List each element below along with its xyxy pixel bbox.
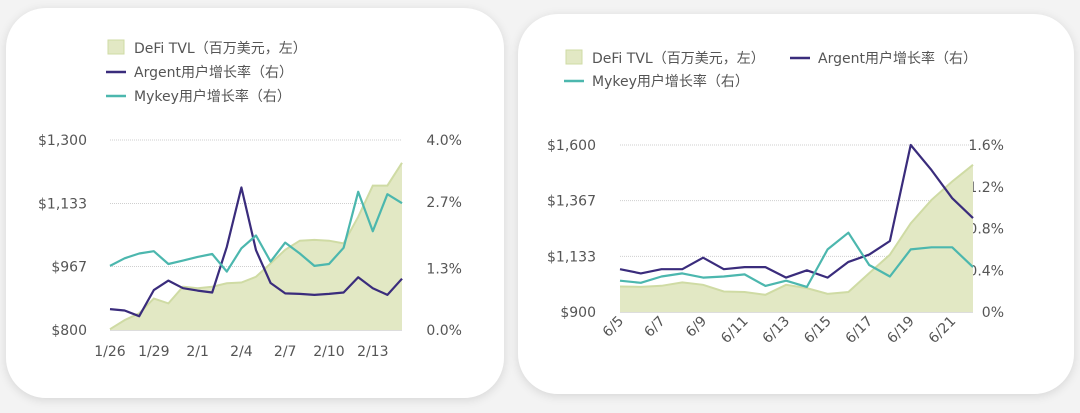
- x-tick-label: 6/7: [641, 313, 668, 340]
- y-right-tick-label: 0.0%: [426, 323, 462, 339]
- x-tick-label: 6/21: [926, 313, 960, 347]
- x-tick-label: 6/5: [600, 313, 627, 340]
- x-tick-label: 2/13: [357, 344, 388, 360]
- x-tick-label: 6/11: [718, 313, 752, 347]
- x-tick-label: 6/17: [843, 313, 877, 347]
- argent-line: [109, 186, 403, 318]
- mykey-line: [109, 190, 403, 273]
- legend-label: Mykey用户增长率（右）: [134, 88, 291, 105]
- y-right-tick-label: 2.7%: [426, 195, 462, 211]
- y-right-tick-label: 1.3%: [426, 261, 462, 277]
- legend-swatch-tvl: [107, 39, 125, 55]
- y-left-tick-label: $1,133: [547, 249, 596, 265]
- legend-label: Mykey用户增长率（右）: [592, 73, 749, 90]
- y-left-tick-label: $800: [51, 323, 87, 339]
- y-left-tick-label: $1,300: [38, 133, 87, 149]
- y-left-tick-label: $1,367: [547, 194, 596, 210]
- x-tick-label: 2/10: [313, 344, 344, 360]
- legend-label: Argent用户增长率（右）: [134, 64, 293, 81]
- x-tick-label: 2/1: [186, 344, 209, 360]
- x-tick-label: 1/29: [138, 344, 169, 360]
- mykey-line: [619, 231, 974, 288]
- tvl-line: [109, 162, 403, 331]
- x-tick-label: 6/15: [801, 313, 835, 347]
- argent-line: [619, 143, 974, 279]
- y-right-tick-label: 0.8%: [968, 222, 1004, 238]
- legend-label: DeFi TVL（百万美元，左）: [134, 41, 307, 57]
- y-left-tick-label: $967: [51, 260, 87, 276]
- x-tick-label: 1/26: [94, 344, 126, 360]
- y-right-tick-label: 1.2%: [968, 180, 1004, 196]
- x-tick-label: 6/13: [760, 313, 794, 347]
- x-tick-label: 6/19: [884, 313, 918, 347]
- x-tick-label: 2/4: [230, 344, 253, 360]
- y-right-tick-label: 4.0%: [426, 133, 462, 149]
- legend-label: Argent用户增长率（右）: [818, 50, 977, 67]
- legend-swatch-tvl: [565, 49, 583, 65]
- y-left-tick-label: $900: [560, 305, 596, 321]
- y-right-tick-label: 0%: [982, 305, 1004, 321]
- x-tick-label: 6/9: [683, 313, 710, 340]
- y-right-tick-label: 0.4%: [968, 263, 1004, 279]
- y-left-tick-label: $1,133: [38, 196, 87, 212]
- y-right-tick-label: 1.6%: [968, 138, 1004, 154]
- x-tick-label: 2/7: [274, 344, 297, 360]
- y-left-tick-label: $1,600: [547, 138, 596, 154]
- legend-label: DeFi TVL（百万美元，左）: [592, 51, 765, 67]
- tvl-line: [619, 164, 974, 296]
- tvl-area: [620, 164, 973, 312]
- chart-card-right: [518, 14, 1074, 394]
